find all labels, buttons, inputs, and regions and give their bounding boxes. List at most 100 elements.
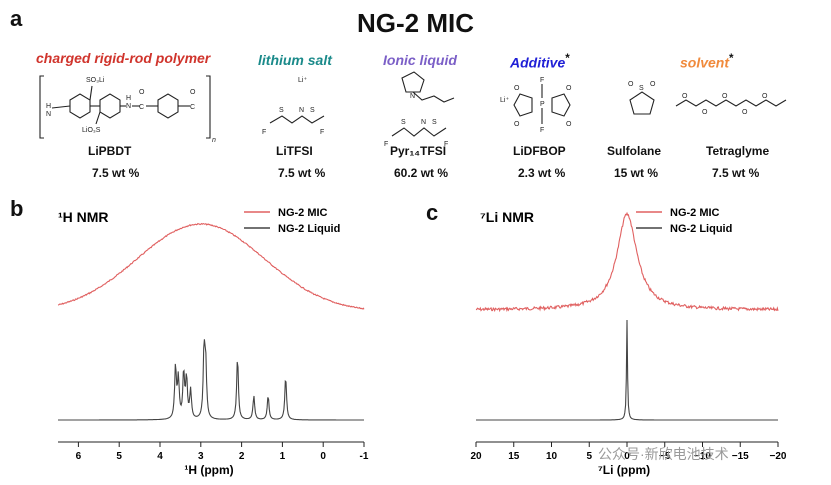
li-nmr-title: ⁷Li NMR xyxy=(480,209,534,225)
category-polymer: charged rigid-rod polymer xyxy=(36,50,211,66)
x-tick-label: −10 xyxy=(694,451,711,462)
svg-text:O: O xyxy=(566,85,572,92)
watermark: 公众号·新欣电池技术 xyxy=(598,446,729,462)
category-additive: Additive* xyxy=(510,52,570,71)
wt-sulfolane: 15 wt % xyxy=(614,166,659,180)
svg-text:N: N xyxy=(299,107,304,114)
series-line xyxy=(57,222,365,310)
li-nmr-x-label: ⁷Li (ppm) xyxy=(598,463,650,477)
svg-text:O: O xyxy=(682,93,688,100)
x-tick-label: 10 xyxy=(546,451,558,462)
li-nmr-chart: ⁷Li NMR NG-2 MIC NG-2 Liquid 20 15 10 5 0 −5 −1… xyxy=(470,207,787,477)
category-ionic-liquid: Ionic liquid xyxy=(383,52,457,68)
svg-text:O: O xyxy=(566,121,572,128)
h-nmr-plot xyxy=(57,222,365,421)
h-nmr-legend: NG-2 MIC NG-2 Liquid xyxy=(244,207,340,235)
svg-text:C: C xyxy=(139,104,144,111)
additive-asterisk: * xyxy=(565,52,570,65)
svg-text:H: H xyxy=(46,103,51,110)
solvent-asterisk: * xyxy=(729,52,734,65)
panel-b-letter: b xyxy=(10,196,24,221)
name-pyr14tfsi: Pyr₁₄TFSI xyxy=(390,144,447,158)
h-nmr-x-axis: 6 5 4 3 2 1 0 -1 xyxy=(58,441,369,462)
h-nmr-title: ¹H NMR xyxy=(58,209,109,225)
svg-text:Li⁺: Li⁺ xyxy=(500,97,509,104)
sulfolane-structure: S O O xyxy=(628,81,656,115)
wt-pyr14tfsi: 60.2 wt % xyxy=(394,166,449,180)
h-nmr-chart: ¹H NMR NG-2 MIC NG-2 Liquid 6 5 4 3 2 1 0 -1 ¹H … xyxy=(57,207,369,477)
name-tetraglyme: Tetraglyme xyxy=(706,144,770,158)
name-lidfbop: LiDFBOP xyxy=(513,144,566,158)
x-tick-label: 5 xyxy=(586,451,592,462)
svg-text:N: N xyxy=(46,111,51,118)
legend-label: NG-2 MIC xyxy=(670,207,720,219)
litfsi-structure: Li⁺ S N S F F xyxy=(262,77,324,136)
svg-text:O: O xyxy=(190,89,196,96)
li-nmr-x-axis: 20 15 10 5 0 −5 −10 −15 −20 xyxy=(470,441,787,462)
li-nmr-legend: NG-2 MIC NG-2 Liquid xyxy=(636,207,732,235)
wt-litfsi: 7.5 wt % xyxy=(278,166,326,180)
svg-text:H: H xyxy=(126,95,131,102)
svg-text:O: O xyxy=(628,81,634,88)
li-nmr-plot xyxy=(475,211,779,421)
svg-text:S: S xyxy=(279,107,284,114)
svg-text:C: C xyxy=(190,104,195,111)
series-line xyxy=(475,211,779,313)
svg-text:n: n xyxy=(212,137,216,144)
wt-tetraglyme: 7.5 wt % xyxy=(712,166,760,180)
svg-text:S: S xyxy=(639,85,644,92)
svg-text:O: O xyxy=(514,121,520,128)
category-solvent: solvent* xyxy=(680,52,734,71)
chemical-structures: H N SO₃Li LiO₃S H N O C O C n Li⁺ xyxy=(39,71,787,148)
svg-text:P: P xyxy=(540,101,545,108)
legend-label: NG-2 Liquid xyxy=(670,223,732,235)
legend-label: NG-2 Liquid xyxy=(278,223,340,235)
svg-text:O: O xyxy=(650,81,656,88)
name-lipbdt: LiPBDT xyxy=(88,144,132,158)
x-tick-label: 15 xyxy=(508,451,520,462)
svg-text:S: S xyxy=(401,119,406,126)
x-tick-label: −15 xyxy=(732,451,749,462)
x-tick-label: 3 xyxy=(198,451,204,462)
h-nmr-x-label: ¹H (ppm) xyxy=(184,463,233,477)
svg-text:F: F xyxy=(262,129,266,136)
svg-text:F: F xyxy=(444,141,448,148)
x-tick-label: 6 xyxy=(76,451,82,462)
svg-text:O: O xyxy=(742,109,748,116)
x-tick-label: −5 xyxy=(659,451,671,462)
wt-lidfbop: 2.3 wt % xyxy=(518,166,566,180)
svg-text:O: O xyxy=(722,93,728,100)
svg-text:F: F xyxy=(384,141,388,148)
svg-text:SO₃Li: SO₃Li xyxy=(86,77,105,84)
x-tick-label: 1 xyxy=(280,451,286,462)
category-lithium-salt: lithium salt xyxy=(258,52,332,68)
lipbdt-structure: H N SO₃Li LiO₃S H N O C O C n xyxy=(39,75,216,144)
svg-text:N: N xyxy=(410,93,415,100)
svg-text:F: F xyxy=(320,129,324,136)
legend-label: NG-2 MIC xyxy=(278,207,328,219)
x-tick-label: −20 xyxy=(770,451,787,462)
name-litfsi: LiTFSI xyxy=(276,144,313,158)
x-tick-label: 2 xyxy=(239,451,245,462)
svg-text:LiO₃S: LiO₃S xyxy=(82,127,101,134)
wt-lipbdt: 7.5 wt % xyxy=(92,166,140,180)
svg-text:N: N xyxy=(421,119,426,126)
x-tick-label: 0 xyxy=(624,451,630,462)
tetraglyme-structure: O O O O O xyxy=(675,93,787,116)
x-tick-label: 20 xyxy=(470,451,482,462)
svg-text:Li⁺: Li⁺ xyxy=(298,77,307,84)
x-tick-label: 4 xyxy=(157,451,163,462)
svg-text:N: N xyxy=(126,103,131,110)
figure-title: NG-2 MIC xyxy=(357,8,474,38)
pyr14tfsi-structure: N S N S F F xyxy=(384,71,455,148)
series-line xyxy=(476,319,778,421)
panel-a-letter: a xyxy=(10,6,23,31)
x-tick-label: 0 xyxy=(320,451,326,462)
name-sulfolane: Sulfolane xyxy=(607,144,662,158)
svg-text:O: O xyxy=(762,93,768,100)
components-row: charged rigid-rod polymer lithium salt I… xyxy=(0,48,831,188)
svg-text:S: S xyxy=(310,107,315,114)
series-line xyxy=(58,339,364,421)
svg-text:F: F xyxy=(540,127,544,134)
lidfbop-structure: Li⁺ P F F O O O O xyxy=(500,77,572,134)
